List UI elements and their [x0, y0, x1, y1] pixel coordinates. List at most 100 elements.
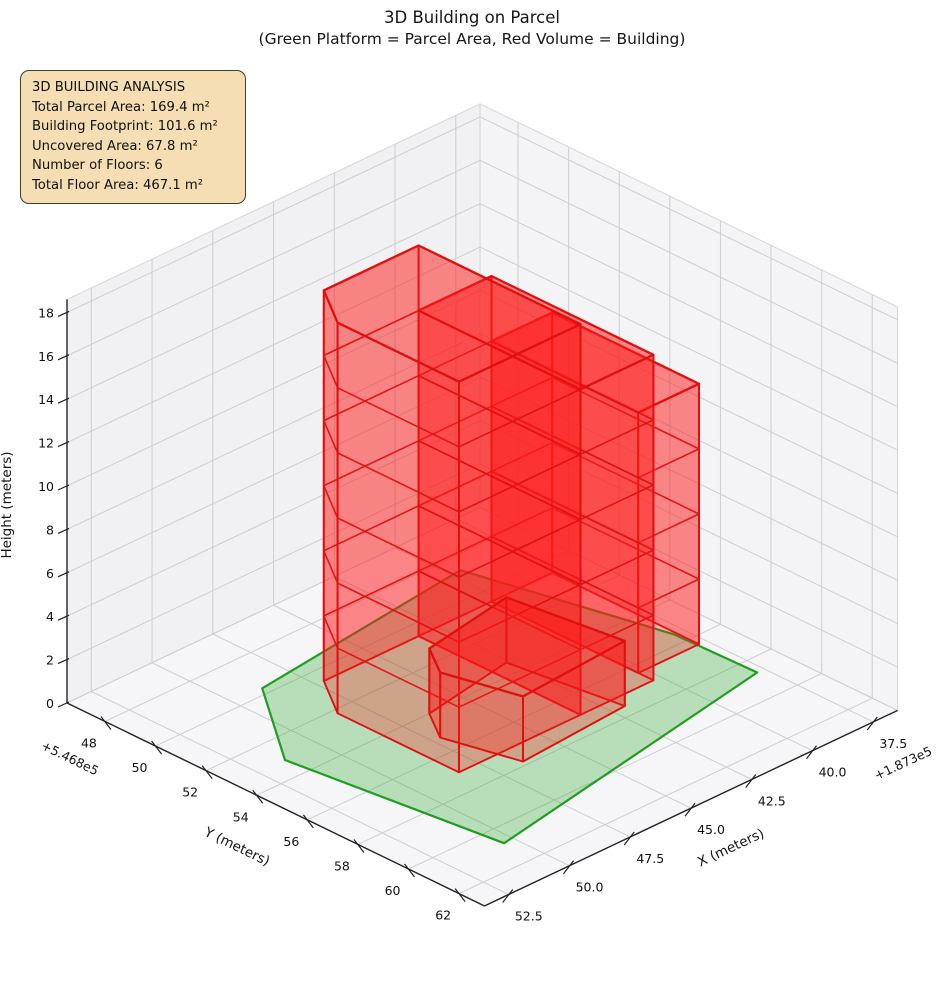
x-tick-label: 50.0	[576, 880, 604, 895]
grid-line-floor-y	[307, 623, 721, 821]
x-tick-mark	[806, 745, 817, 760]
y-tick-label: 54	[233, 809, 249, 824]
grid-line-floor-y	[357, 648, 772, 845]
z-tick-label: 8	[46, 522, 54, 537]
z-tick-mark	[57, 614, 70, 621]
x-tick-label: 52.5	[515, 908, 543, 923]
annotation-line: Uncovered Area: 67.8 m²	[32, 138, 198, 154]
y-tick-label: 48	[81, 735, 97, 750]
grid-line-wall-z-right	[479, 203, 898, 408]
y-tick-mark	[404, 863, 416, 878]
grid-line-wall-z-right	[479, 116, 898, 321]
y-tick-mark	[151, 740, 163, 755]
z-tick-label: 4	[46, 609, 54, 624]
parcel-platform	[261, 569, 759, 845]
grid-line-wall-z-left	[66, 463, 481, 661]
z-tick-label: 16	[38, 349, 54, 364]
y-axis-line	[66, 702, 485, 907]
grid-line-floor-x	[212, 633, 631, 838]
z-tick-mark	[57, 397, 70, 404]
y-tick-mark	[302, 814, 314, 829]
chart-subtitle: (Green Platform = Parcel Area, Red Volum…	[258, 30, 686, 48]
chart-title-block: 3D Building on Parcel (Green Platform = …	[0, 8, 944, 48]
grid-line-wall-z-right	[479, 420, 898, 625]
annotation-line: Number of Floors: 6	[32, 158, 163, 174]
grid-line-wall-z-right	[479, 463, 898, 668]
x-tick-label: 42.5	[758, 793, 786, 808]
grid-line-floor-y	[205, 574, 620, 772]
annotation-title: 3D BUILDING ANALYSIS	[32, 80, 186, 95]
y-tick-label: 58	[334, 858, 350, 873]
grid-line-wall-z-left	[66, 203, 481, 400]
x-tick-mark	[684, 802, 696, 817]
z-tick-label: 6	[46, 566, 54, 581]
x-tick-label: 47.5	[636, 851, 664, 866]
y-tick-mark	[201, 765, 213, 780]
z-tick-mark	[57, 310, 70, 317]
z-tick-mark	[57, 701, 70, 708]
grid-line-wall-z-right	[479, 159, 898, 364]
z-tick-mark	[57, 658, 70, 665]
grid-line-wall-z-left	[66, 376, 481, 574]
grid-line-wall-z-right	[479, 290, 898, 494]
grid-line-wall-z-left	[66, 290, 481, 487]
grid-line-wall-z-left	[66, 333, 481, 530]
grid-line-wall-z-left	[66, 507, 481, 704]
annotation-line: Total Parcel Area: 169.4 m²	[32, 99, 210, 115]
grid-line-wall-z-right	[479, 333, 898, 538]
grid-line-floor-y	[104, 525, 519, 722]
building-floor-line-tower-6-floors	[322, 439, 582, 578]
grid-line-floor-x	[91, 691, 509, 895]
x-tick-label: 45.0	[697, 822, 725, 837]
y-tick-label: 60	[385, 883, 401, 898]
z-tick-label: 2	[46, 653, 54, 668]
grid-line-wall-z-right	[479, 507, 898, 711]
chart-title: 3D Building on Parcel	[384, 8, 560, 27]
x-tick-mark	[502, 889, 514, 903]
grid-line-wall-z-left	[66, 246, 481, 444]
grid-line-floor-x	[151, 662, 570, 867]
z-tick-label: 10	[38, 479, 54, 494]
y-tick-label: 52	[182, 785, 198, 800]
z-tick-mark	[57, 354, 70, 361]
grid-line-floor-x	[394, 547, 813, 752]
z-tick-mark	[57, 571, 70, 578]
grid-line-wall-z-left	[66, 420, 481, 617]
y-tick-mark	[100, 716, 112, 730]
building-floor-line-tower-6-floors	[322, 374, 582, 513]
x-tick-mark	[623, 831, 635, 846]
building-floor-line-tower-6-floors	[322, 570, 582, 709]
grid-line-wall-z-right	[479, 376, 898, 581]
y-tick-mark	[454, 888, 466, 903]
z-tick-label: 18	[38, 305, 54, 320]
y-tick-mark	[353, 839, 365, 853]
analysis-annotation-box: 3D BUILDING ANALYSIS Total Parcel Area: …	[20, 70, 246, 205]
z-tick-mark	[57, 484, 70, 491]
x-tick-label: 40.0	[819, 765, 847, 780]
annotation-line: Total Floor Area: 467.1 m²	[32, 177, 204, 193]
z-tick-label: 14	[38, 392, 54, 407]
building-roof-tower-6-floors	[322, 244, 582, 383]
building-floor-line-tower-6-floors	[322, 309, 582, 448]
z-axis-label: Height (meters)	[0, 451, 15, 559]
z-tick-mark	[57, 527, 70, 534]
z-tick-mark	[57, 441, 70, 448]
grid-line-floor-y	[458, 697, 873, 895]
y-tick-label: 56	[283, 834, 299, 849]
grid-line-wall-z-right	[479, 246, 898, 451]
z-tick-label: 0	[46, 696, 54, 711]
y-tick-label: 62	[435, 908, 451, 923]
x-tick-label: 37.5	[879, 736, 907, 751]
building-roof-front-wing-1-floor	[428, 596, 626, 698]
y-tick-label: 50	[132, 760, 148, 775]
x-tick-mark	[563, 860, 574, 875]
x-tick-mark	[745, 774, 757, 788]
y-tick-mark	[252, 789, 264, 804]
grid-line-wall-z-left	[66, 116, 481, 313]
building-floor-line-tower-6-floors	[322, 505, 582, 643]
grid-line-floor-y	[408, 673, 822, 870]
z-tick-label: 12	[38, 436, 54, 451]
grid-line-wall-z-left	[66, 159, 481, 357]
grid-line-floor-x	[334, 576, 752, 780]
